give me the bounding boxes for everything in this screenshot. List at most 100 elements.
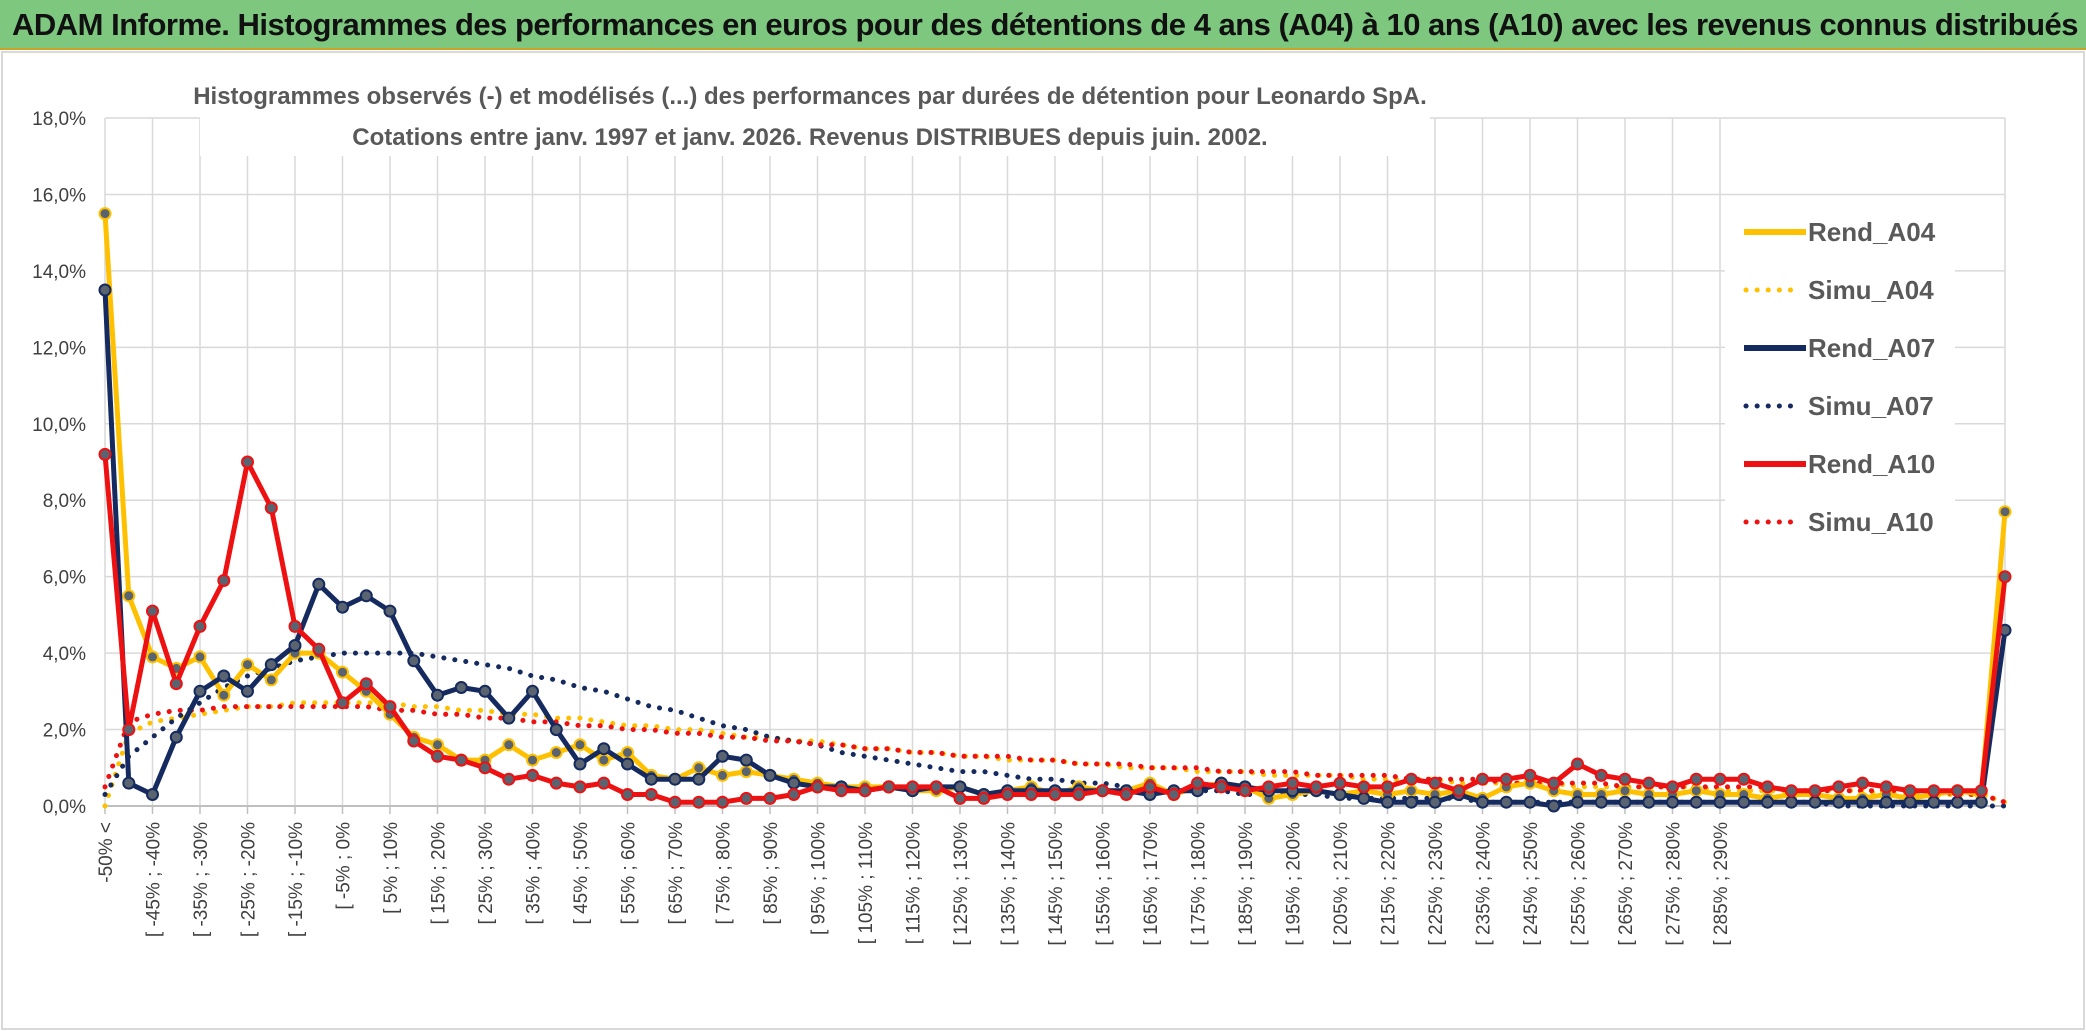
data-point — [1856, 776, 1869, 790]
data-point — [1713, 772, 1727, 786]
data-point — [431, 738, 444, 752]
data-point — [478, 761, 492, 775]
x-tick-label: [ 25% ; 30% — [476, 822, 497, 925]
x-axis: -50% < [ -45% ; -40% [ -35% ; -30% [ -25% ;… — [96, 805, 2005, 946]
x-tick-label: [ 105% ; 110% — [856, 822, 877, 944]
data-point — [122, 589, 136, 603]
data-point — [1286, 776, 1299, 790]
chart-title-line1: Histogrammes observés (-) et modélisés (… — [193, 83, 1427, 110]
data-point — [288, 619, 302, 633]
legend-label: Rend_A10 — [1808, 449, 1935, 479]
data-point — [193, 650, 207, 664]
data-point — [549, 723, 563, 737]
data-point — [1618, 795, 1632, 809]
x-tick-label: [ 265% ; 270% — [1616, 822, 1637, 946]
data-point — [502, 738, 516, 752]
x-tick-label: -50% < — [96, 822, 117, 883]
data-point — [1974, 784, 1988, 798]
data-point — [1951, 784, 1964, 798]
data-point — [1523, 795, 1537, 809]
legend-item-Simu_A07: Simu_A07 — [1743, 391, 1934, 421]
data-point — [668, 772, 682, 786]
data-point — [787, 776, 801, 790]
data-point — [193, 619, 207, 633]
data-point — [407, 734, 421, 748]
data-point — [1547, 776, 1561, 790]
histogram-chart: 0,0% 2,0% 4,0% 6,0% 8,0% 10,0% 12,0% 14,0% 16,0%… — [0, 50, 2086, 1031]
data-point — [264, 673, 278, 687]
legend-item-Simu_A10: Simu_A10 — [1743, 507, 1934, 537]
data-point — [1428, 776, 1442, 790]
data-point — [1998, 570, 2012, 584]
data-point — [549, 746, 563, 759]
data-point — [478, 684, 492, 698]
data-point — [1689, 772, 1703, 786]
data-point — [1476, 772, 1489, 786]
data-point — [739, 765, 753, 779]
data-point — [739, 791, 753, 805]
data-point — [1381, 795, 1394, 809]
data-point — [1951, 795, 1964, 809]
data-point — [692, 761, 706, 775]
data-point — [502, 772, 516, 786]
x-tick-label: [ -15% ; -10% — [286, 822, 307, 937]
data-point — [1404, 795, 1418, 809]
data-point — [1737, 772, 1751, 786]
data-point — [716, 749, 729, 763]
data-point — [1024, 788, 1038, 801]
data-point — [1761, 795, 1774, 809]
data-point — [787, 788, 801, 801]
data-point — [1452, 784, 1466, 798]
y-tick-label: 6,0% — [43, 568, 86, 589]
data-point — [1333, 776, 1347, 790]
data-point — [169, 677, 183, 691]
data-point — [668, 795, 682, 809]
data-point — [1879, 795, 1893, 809]
x-tick-label: [ 285% ; 290% — [1711, 822, 1732, 946]
data-point — [597, 742, 611, 756]
x-tick-label: [ -35% ; -30% — [191, 822, 212, 937]
data-point — [882, 780, 896, 794]
data-point — [1214, 780, 1228, 794]
data-point — [1547, 799, 1561, 813]
data-point — [1048, 788, 1062, 801]
x-tick-label: [ 115% ; 120% — [904, 822, 925, 944]
report-title: ADAM Informe. Histogrammes des performan… — [12, 7, 2079, 42]
data-point — [1167, 788, 1181, 801]
data-point — [692, 795, 706, 809]
data-point — [953, 780, 967, 794]
data-point — [1998, 505, 2012, 519]
series-line — [102, 650, 2008, 809]
data-point — [241, 658, 254, 672]
data-point — [1856, 795, 1869, 809]
y-tick-label: 10,0% — [32, 415, 86, 436]
data-point — [739, 753, 753, 767]
x-tick-label: [ 235% ; 240% — [1474, 822, 1495, 946]
x-tick-label: [ 55% ; 60% — [619, 822, 640, 925]
x-tick-label: [ 185% ; 190% — [1236, 822, 1257, 946]
x-tick-label: [ 205% ; 210% — [1331, 822, 1352, 946]
series-Rend_A10 — [98, 447, 2012, 809]
x-tick-label: [ 175% ; 180% — [1189, 822, 1210, 946]
data-point — [1713, 795, 1727, 809]
data-point — [312, 577, 326, 591]
data-point — [1404, 784, 1418, 798]
data-point — [1618, 772, 1632, 786]
data-point — [1594, 795, 1608, 809]
legend-item-Rend_A10: Rend_A10 — [1744, 449, 1935, 479]
series — [98, 207, 2012, 813]
data-point — [1476, 795, 1489, 809]
data-point — [1072, 788, 1086, 801]
x-tick-label: [ -25% ; -20% — [239, 822, 260, 937]
data-point — [454, 753, 468, 767]
data-point — [977, 791, 991, 805]
data-point — [1808, 784, 1822, 798]
gridlines — [104, 117, 2006, 807]
data-point — [359, 677, 373, 691]
x-tick-label: [ 5% ; 10% — [381, 822, 402, 914]
data-point — [288, 639, 302, 652]
data-point — [1357, 780, 1371, 794]
data-point — [644, 788, 658, 801]
data-point — [312, 642, 326, 656]
data-point — [906, 780, 919, 794]
